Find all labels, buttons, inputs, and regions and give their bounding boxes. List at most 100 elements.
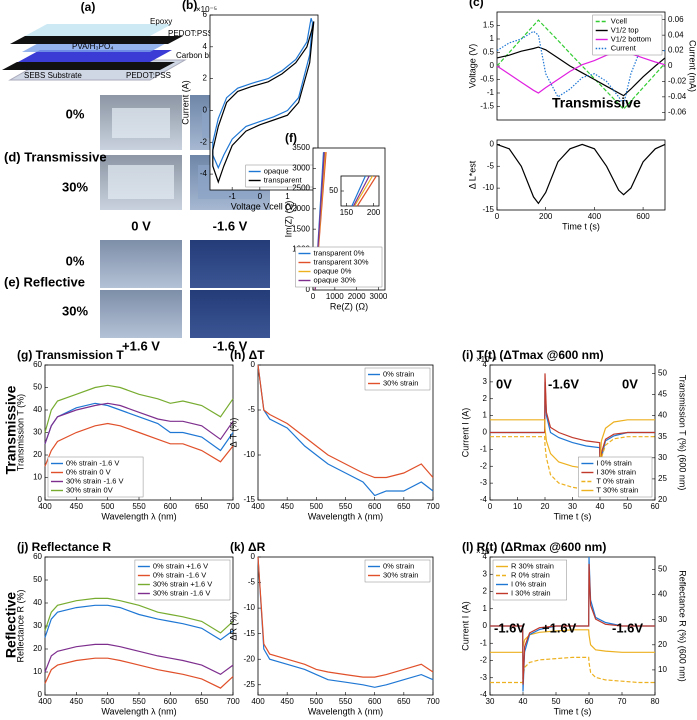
y-tick-label: 4 [203, 42, 208, 51]
y-tick-label: 1500 [292, 224, 310, 233]
y-tick-label: 40 [33, 405, 42, 414]
series-line [257, 556, 434, 688]
x-axis-label: Time t (s) [554, 706, 592, 716]
y-tick-label: 0 [251, 360, 256, 369]
x-tick-label: 1 [285, 192, 290, 201]
legend-label: V1/2 top [611, 25, 639, 34]
x-tick-label: 500 [310, 697, 324, 706]
x-tick-label: 60 [651, 502, 660, 511]
y-tick-label: -0.5 [480, 75, 494, 84]
layer-label: Carbon black/SIS [176, 51, 238, 60]
photo [100, 240, 182, 288]
y-tick-label: -15 [243, 629, 255, 638]
row-label: Transmissive [3, 385, 19, 474]
photo [100, 290, 182, 338]
legend-label: Vcell [611, 16, 628, 25]
chart: 400 450 500 550 600 650 700-15-10-50(h) ΔTWave… [228, 348, 440, 521]
chart-title: (j) Reflectance R [17, 540, 111, 554]
strain-label: 0% [66, 106, 85, 121]
y-tick-label: 50 [33, 383, 42, 392]
chart: 0 200 400 600 -15 -10 -5 0 Time t (s) Δ L*est [467, 139, 666, 231]
y-axis-label: Current I (A) [460, 601, 470, 651]
y-scale-label: ×10⁻⁵ [196, 5, 217, 14]
y-tick-label: 20 [33, 644, 42, 653]
y2-tick-label: 40 [658, 590, 667, 599]
layer [25, 24, 172, 36]
y2-tick-label: 20 [658, 640, 667, 649]
y-tick-label: 3500 [292, 143, 310, 152]
legend-box [47, 456, 144, 498]
y2-tick-label: 40 [658, 411, 667, 420]
x-tick-label: 600 [368, 697, 382, 706]
y-tick-label: -15 [243, 495, 255, 504]
y-tick-label: 20 [33, 450, 42, 459]
x-tick-label: 0 [311, 292, 316, 301]
layer-label: Epoxy [150, 17, 172, 26]
layer-label: PEDOT:PSS [126, 71, 171, 80]
y-tick-label: -5 [248, 405, 256, 414]
y-tick-label: 0 [483, 428, 488, 437]
x-tick-label: 30 [486, 697, 495, 706]
series-line [212, 18, 314, 170]
chart: 400 450 500 550 600 650 700-25-20-15-10-50(k) … [228, 540, 440, 716]
series-line [212, 21, 315, 184]
series-line [356, 175, 377, 207]
y-tick-label: 3000 [292, 163, 310, 172]
row-label: Reflective [3, 592, 19, 658]
y-tick-label: -4 [480, 495, 488, 504]
x-tick-label: 550 [132, 697, 146, 706]
y-axis-label: Current (A) [180, 80, 190, 125]
x-tick-label: 450 [70, 502, 84, 511]
panel-label: (e) Reflective [4, 274, 85, 289]
y2-tick-label: 0 [668, 61, 673, 70]
plot-frame [496, 139, 666, 211]
y-tick-label: 2000 [292, 204, 310, 213]
x-tick-label: 600 [368, 502, 382, 511]
y2-tick-label: 10 [658, 665, 667, 674]
x-tick-label: 40 [519, 697, 528, 706]
x-axis-label: Time t (s) [554, 511, 592, 521]
photo [190, 290, 270, 338]
y2-tick-label: 45 [658, 390, 667, 399]
chart-title: (c) [469, 0, 484, 9]
sample [108, 165, 174, 199]
chart-title: (f) [285, 131, 297, 145]
legend-label: 30% strain [383, 570, 418, 579]
y-axis-label: Δ T (%) [228, 418, 238, 448]
y-tick-label: 30 [33, 621, 42, 630]
chart-title: (l) R(t) (ΔRmax @600 nm) [462, 540, 606, 554]
legend-label: Current [611, 43, 637, 52]
y-tick-label: -4 [200, 169, 208, 178]
y-tick-label: -25 [243, 680, 255, 689]
x-axis-label: Wavelength λ (nm) [308, 706, 383, 716]
y-tick-label: 4 [483, 360, 488, 369]
series-line [257, 364, 434, 479]
x-tick-label: 550 [339, 502, 353, 511]
series-line [496, 19, 666, 111]
legend-label: 30% strain 0V [66, 485, 113, 494]
y2-tick-label: -0.04 [668, 92, 687, 101]
y2-axis-label: Reflectance R (%) (600 nm) [678, 570, 688, 682]
y-tick-label: 10 [33, 667, 42, 676]
annotation: 0V [622, 376, 638, 391]
series-line [44, 422, 234, 467]
panel-label: (a) [81, 0, 96, 14]
y-tick-label: -10 [482, 183, 494, 192]
panel-label: (d) Transmissive [4, 149, 107, 164]
x-tick-label: 450 [70, 697, 84, 706]
x-tick-label: 650 [397, 502, 411, 511]
x-tick-label: 80 [651, 697, 660, 706]
y-tick-label: -2 [480, 461, 488, 470]
legend-label: R 0% strain [511, 570, 550, 579]
chart: 0 10 20 30 40 50 60 -4 -3 -2 -1 0 1 2 3 4 20 25 30 35 40 45 50… [460, 348, 687, 521]
y2-tick-label: 30 [658, 615, 667, 624]
y-tick-label: 3 [483, 569, 488, 578]
x-tick-label: 500 [101, 697, 115, 706]
chart: 400 450 500 550 600 650 700 0 10 20 30 40 50 60(g) Tr… [15, 348, 240, 521]
x-tick-label: 700 [426, 697, 440, 706]
y-tick-label: 0 [251, 552, 256, 561]
series-line [44, 597, 234, 634]
y-tick-label: 2 [203, 74, 208, 83]
x-tick-label: 20 [541, 502, 550, 511]
